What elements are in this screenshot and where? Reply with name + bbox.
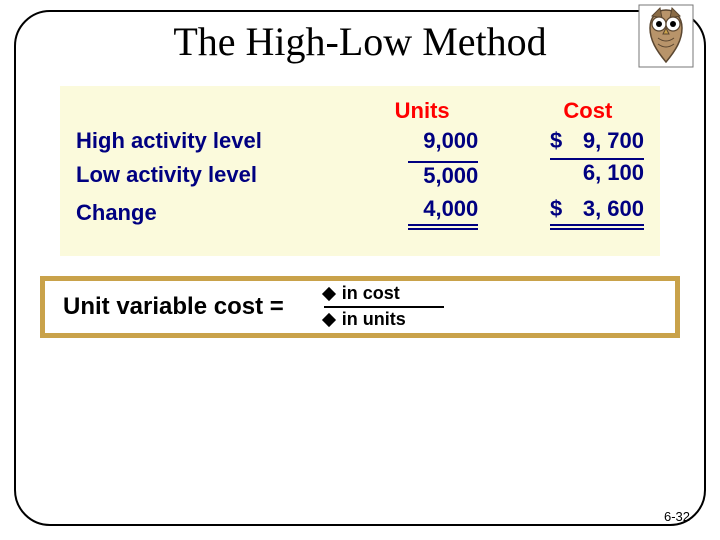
table-header-row: Units Cost xyxy=(70,96,650,126)
row-units: 4,000 xyxy=(360,194,484,232)
formula-denominator: in units xyxy=(324,310,444,330)
currency-value: 3, 600 xyxy=(583,196,644,222)
table-row: Change 4,000 $ 3, 600 xyxy=(70,194,650,232)
row-units: 9,000 xyxy=(360,126,484,156)
header-cost: Cost xyxy=(526,96,650,126)
currency-value: 9, 700 xyxy=(583,128,644,154)
numerator-text: in cost xyxy=(342,284,400,304)
formula-fraction: in cost in units xyxy=(324,284,444,330)
row-cost: 6, 100 xyxy=(526,156,650,194)
page-number: 6-32 xyxy=(664,509,690,524)
table-row: Low activity level 5,000 6, 100 xyxy=(70,156,650,194)
row-label: Change xyxy=(70,194,360,232)
header-blank xyxy=(70,96,360,126)
row-units: 5,000 xyxy=(360,156,484,194)
slide: The High-Low Method Units Cost High acti… xyxy=(0,0,720,540)
bullet-icon xyxy=(322,313,336,327)
table-row: High activity level 9,000 $ 9, 700 xyxy=(70,126,650,156)
currency-symbol: $ xyxy=(550,196,562,222)
formula-box: Unit variable cost = in cost in units xyxy=(40,276,680,338)
row-cost: $ 3, 600 xyxy=(526,194,650,232)
row-label: Low activity level xyxy=(70,156,360,194)
slide-title: The High-Low Method xyxy=(0,18,720,65)
denominator-text: in units xyxy=(342,310,406,330)
formula-lhs: Unit variable cost = xyxy=(45,293,284,321)
fraction-bar xyxy=(324,306,444,308)
row-cost: $ 9, 700 xyxy=(526,126,650,156)
currency-value: 6, 100 xyxy=(583,160,644,186)
header-units: Units xyxy=(360,96,484,126)
formula-numerator: in cost xyxy=(324,284,444,304)
currency-symbol: $ xyxy=(550,128,562,154)
row-label: High activity level xyxy=(70,126,360,156)
data-table: Units Cost High activity level 9,000 $ 9… xyxy=(60,86,660,256)
bullet-icon xyxy=(322,287,336,301)
